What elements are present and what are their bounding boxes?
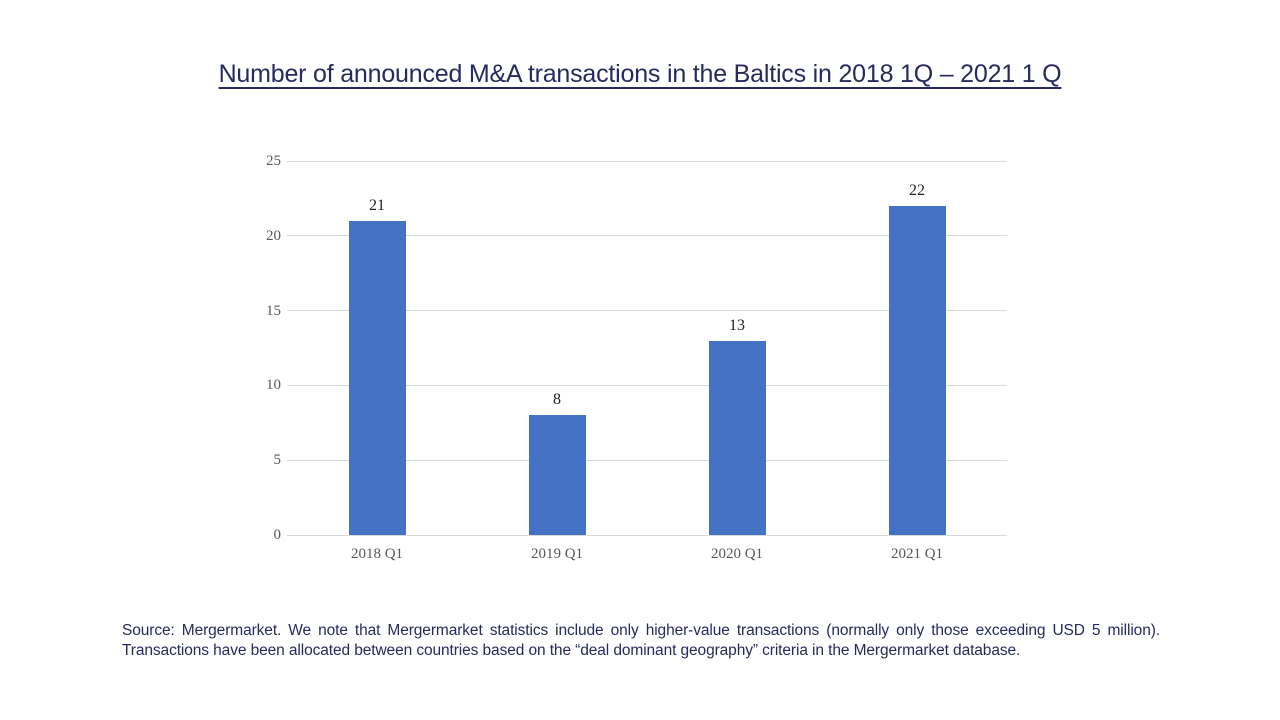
bar-value-label: 21 — [369, 196, 385, 214]
bar-value-label: 22 — [909, 181, 925, 199]
y-axis-label-20: 20 — [266, 227, 281, 244]
x-axis-label: 2021 Q1 — [890, 546, 944, 562]
x-axis-label: 2019 Q1 — [530, 546, 584, 562]
gridline-25 — [287, 160, 1007, 162]
bar-2018-q1 — [348, 220, 406, 535]
gridline-20 — [287, 235, 1007, 237]
bar-2020-q1 — [708, 340, 766, 535]
y-axis-label-5: 5 — [273, 452, 282, 469]
gridline-15 — [287, 310, 1007, 312]
x-axis-label: 2018 Q1 — [350, 546, 404, 562]
y-axis-label-25: 25 — [266, 153, 281, 169]
bar-2021-q1 — [888, 205, 946, 535]
bar-value-label: 8 — [553, 391, 561, 409]
chart-title: Number of announced M&A transactions in … — [218, 60, 1062, 88]
y-axis-label-10: 10 — [266, 377, 281, 394]
gridline-10 — [287, 384, 1007, 386]
source-note-line1: Source: Mergermarket. We note that Merge… — [122, 622, 1160, 639]
gridline-5 — [287, 459, 1007, 461]
x-axis-label: 2020 Q1 — [710, 546, 764, 562]
x-axis-line — [287, 534, 1007, 536]
source-note-line2: Transactions have been allocated between… — [122, 641, 1021, 659]
bar-2019-q1 — [528, 415, 586, 535]
bar-value-label: 13 — [729, 316, 745, 334]
y-axis-label-15: 15 — [266, 302, 281, 319]
source-note: Source: Mergermarket. We note that Merge… — [122, 621, 1160, 660]
y-axis-label-0: 0 — [273, 527, 282, 543]
